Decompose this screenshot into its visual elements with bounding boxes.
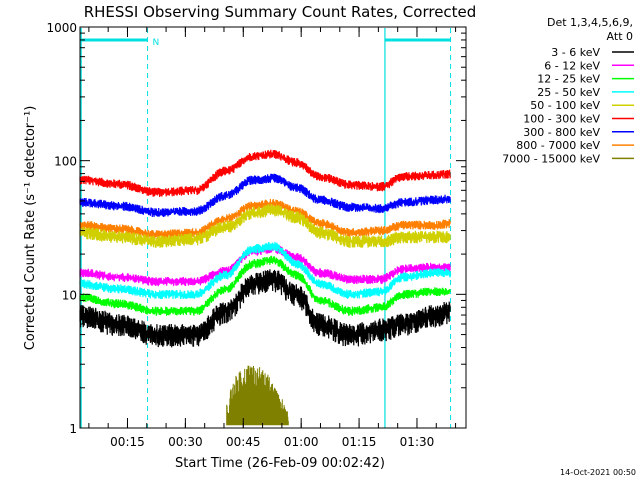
footer-date: 14-Oct-2021 00:50 (560, 468, 636, 477)
legend-label: 800 - 7000 keV (516, 139, 600, 152)
y-tick-label: 1 (69, 422, 77, 436)
series-trace (79, 269, 451, 348)
legend-label: 100 - 300 keV (523, 113, 600, 126)
x-axis-label: Start Time (26-Feb-09 00:02:42) (175, 456, 385, 471)
series-3-6keV (79, 269, 451, 348)
event-markers: N (80, 28, 452, 428)
series-layer (79, 149, 451, 426)
legend-header-line-1: Det 1,3,4,5,6,9, (547, 16, 633, 29)
x-tick-label: 00:30 (168, 435, 203, 449)
series-100-300keV (79, 149, 451, 198)
series-trace (79, 203, 451, 248)
chart-title: RHESSI Observing Summary Count Rates, Co… (84, 3, 477, 21)
y-tick-label: 1000 (46, 21, 77, 35)
legend-label: 300 - 800 keV (523, 126, 600, 139)
series-800-7000keV (79, 198, 451, 240)
legend-label: 3 - 6 keV (551, 46, 600, 59)
x-tick-label: 00:45 (226, 435, 261, 449)
legend-label: 12 - 25 keV (537, 73, 600, 86)
x-tick-label: 00:15 (110, 435, 145, 449)
x-tick-label: 01:30 (400, 435, 435, 449)
y-tick-label: 10 (62, 288, 77, 302)
series-trace (226, 365, 289, 426)
legend-label: 50 - 100 keV (530, 99, 600, 112)
series-trace (79, 255, 451, 316)
y-tick-label: 100 (54, 155, 77, 169)
series-12-25keV (79, 255, 451, 316)
series-300-800keV (79, 173, 451, 218)
legend-label: 6 - 12 keV (544, 59, 600, 72)
y-axis-label: Corrected Count Rate (s⁻¹ detector⁻¹) (23, 106, 38, 351)
series-25-50keV (79, 241, 451, 300)
legend-label: 7000 - 15000 keV (502, 152, 600, 165)
series-trace (79, 241, 451, 300)
series-trace (79, 149, 451, 198)
x-tick-label: 01:00 (284, 435, 319, 449)
series-50-100keV (79, 203, 451, 248)
series-trace (79, 173, 451, 218)
series-7000-15000keV (226, 365, 289, 426)
legend-label: 25 - 50 keV (537, 86, 600, 99)
axes: 1 10 100 1000 00:15 00:30 00:45 01:00 01:15 01:30 (46, 21, 467, 449)
legend-header-line-2: Att 0 (607, 30, 633, 43)
series-trace (79, 198, 451, 240)
plot-frame (79, 26, 467, 429)
x-tick-label: 01:15 (342, 435, 377, 449)
annotation-label: N (153, 38, 160, 48)
